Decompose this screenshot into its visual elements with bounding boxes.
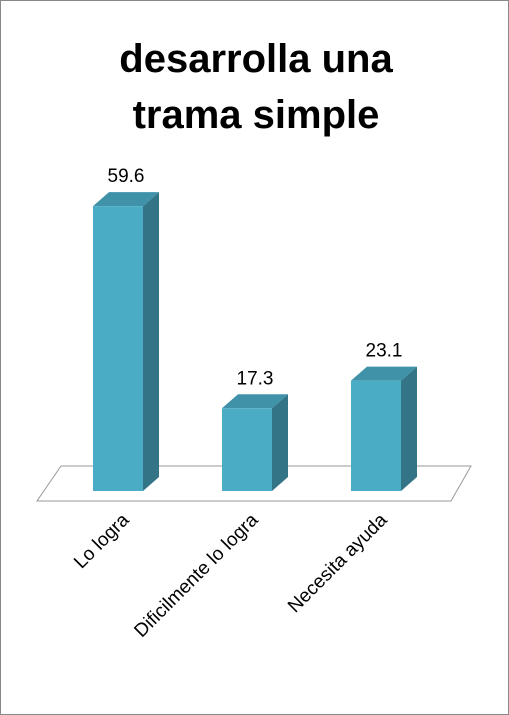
bar [222,394,288,491]
bar [351,366,417,491]
bar-side [272,394,288,491]
bar-side [401,366,417,491]
data-label: 17.3 [237,368,274,389]
bar-front [93,206,143,491]
bar-side [143,192,159,491]
x-tick-label: Lo logra [70,509,134,573]
bar-top [222,394,288,409]
x-tick-label: Dificilmente lo logra [130,509,262,641]
data-label: 23.1 [366,341,403,362]
bar-front [222,408,272,491]
bar [93,192,159,491]
bar-top [93,192,159,207]
x-tick-label: Necesita ayuda [284,509,392,617]
data-label: 59.6 [108,166,145,187]
chart-title: desarrolla una trama simple [119,37,393,137]
bar-front [351,380,401,491]
bar-top [351,366,417,381]
